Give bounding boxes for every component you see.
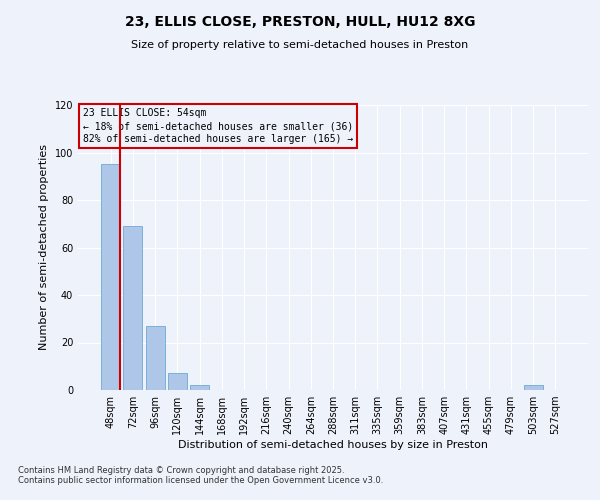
Text: Size of property relative to semi-detached houses in Preston: Size of property relative to semi-detach… [131, 40, 469, 50]
Bar [146, 326, 164, 390]
Bar [524, 385, 542, 390]
Text: Contains HM Land Registry data © Crown copyright and database right 2025.
Contai: Contains HM Land Registry data © Crown c… [18, 466, 383, 485]
X-axis label: Distribution of semi-detached houses by size in Preston: Distribution of semi-detached houses by … [178, 440, 488, 450]
Text: 23 ELLIS CLOSE: 54sqm
← 18% of semi-detached houses are smaller (36)
82% of semi: 23 ELLIS CLOSE: 54sqm ← 18% of semi-deta… [83, 108, 353, 144]
Y-axis label: Number of semi-detached properties: Number of semi-detached properties [39, 144, 49, 350]
Bar [101, 164, 120, 390]
Bar [124, 226, 142, 390]
Bar [190, 385, 209, 390]
Text: 23, ELLIS CLOSE, PRESTON, HULL, HU12 8XG: 23, ELLIS CLOSE, PRESTON, HULL, HU12 8XG [125, 15, 475, 29]
Bar [168, 374, 187, 390]
